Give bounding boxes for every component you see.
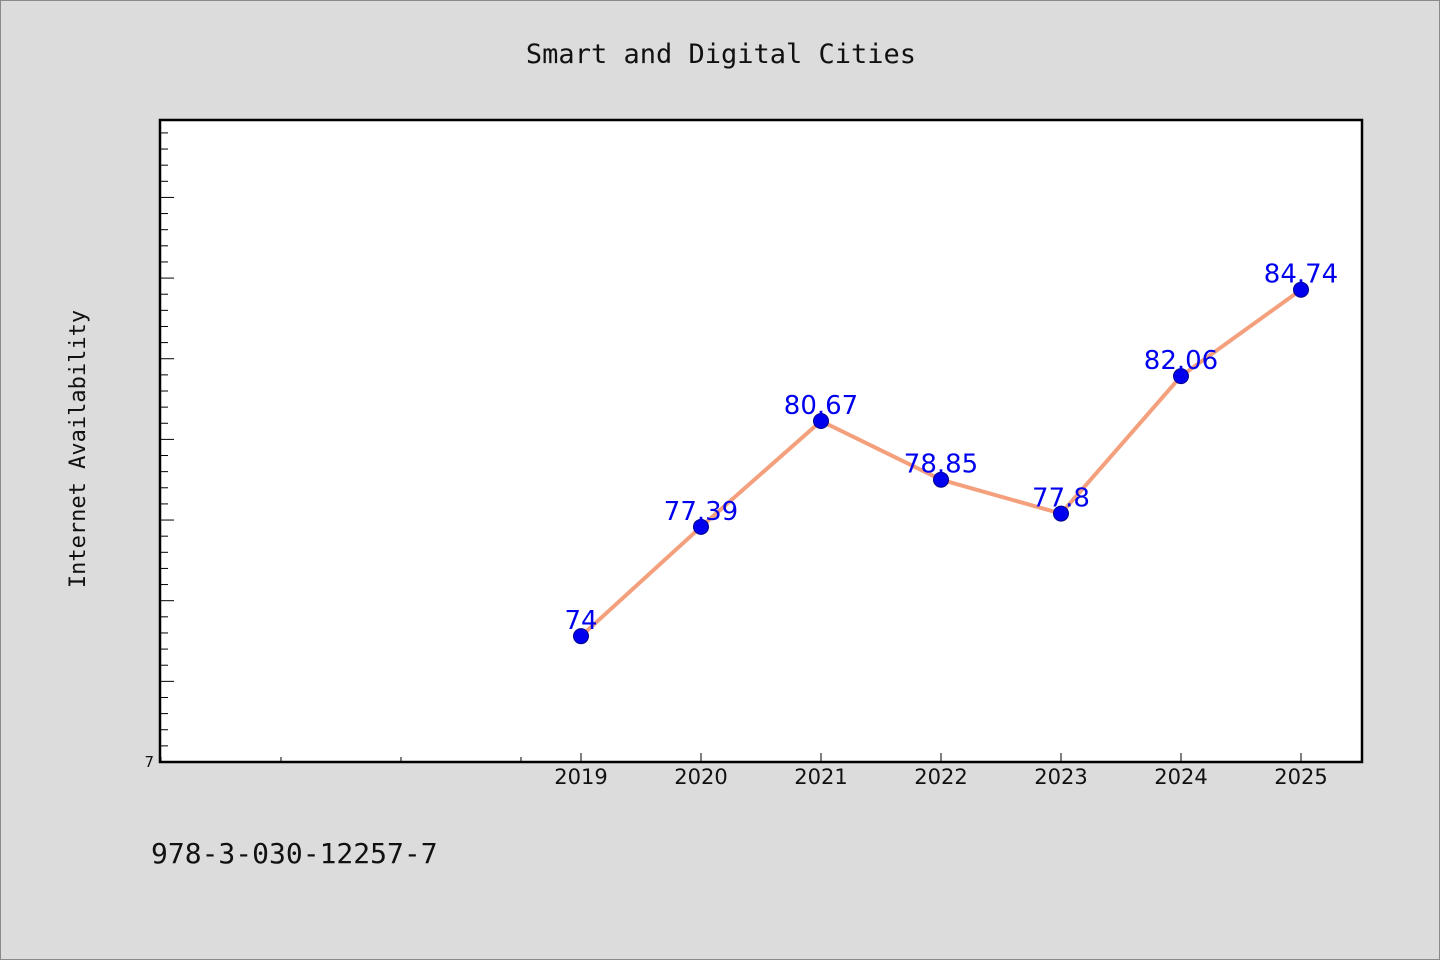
y-tick-label-min: 7 <box>144 753 154 771</box>
data-labels-group: 74 77.39 80.67 78.85 77.8 82.06 84.74 <box>564 260 1338 636</box>
y-axis-label: Internet Availability <box>66 310 91 588</box>
chart-title: Smart and Digital Cities <box>526 39 916 70</box>
x-tick-label: 2021 <box>794 765 847 789</box>
x-tick-label: 2019 <box>554 765 607 789</box>
data-label: 74 <box>564 606 597 636</box>
plot-area <box>158 118 1364 764</box>
data-point <box>1173 368 1189 385</box>
data-label: 84.74 <box>1264 260 1338 290</box>
data-point <box>1293 281 1309 298</box>
x-tick-label: 2025 <box>1274 765 1327 789</box>
data-label: 77.8 <box>1032 484 1090 514</box>
data-label: 77.39 <box>664 497 738 527</box>
data-point <box>813 412 829 429</box>
data-point <box>573 628 589 645</box>
x-axis-ticks: 2019 2020 2021 2022 2023 2024 2025 <box>554 753 1328 789</box>
y-axis-ticks <box>160 132 174 763</box>
data-point <box>933 471 949 488</box>
data-label: 82.06 <box>1144 346 1218 376</box>
x-tick-label: 2023 <box>1034 765 1087 789</box>
x-tick-label: 2022 <box>914 765 967 789</box>
x-tick-label: 2020 <box>674 765 727 789</box>
x-axis-minor-ticks <box>160 757 522 762</box>
x-tick-label: 2024 <box>1154 765 1207 789</box>
series-group <box>573 281 1309 645</box>
data-point <box>693 518 709 535</box>
footer-isbn: 978-3-030-12257-7 <box>151 837 438 870</box>
data-point <box>1053 505 1069 522</box>
data-label: 78.85 <box>904 450 978 480</box>
data-label: 80.67 <box>784 391 858 421</box>
